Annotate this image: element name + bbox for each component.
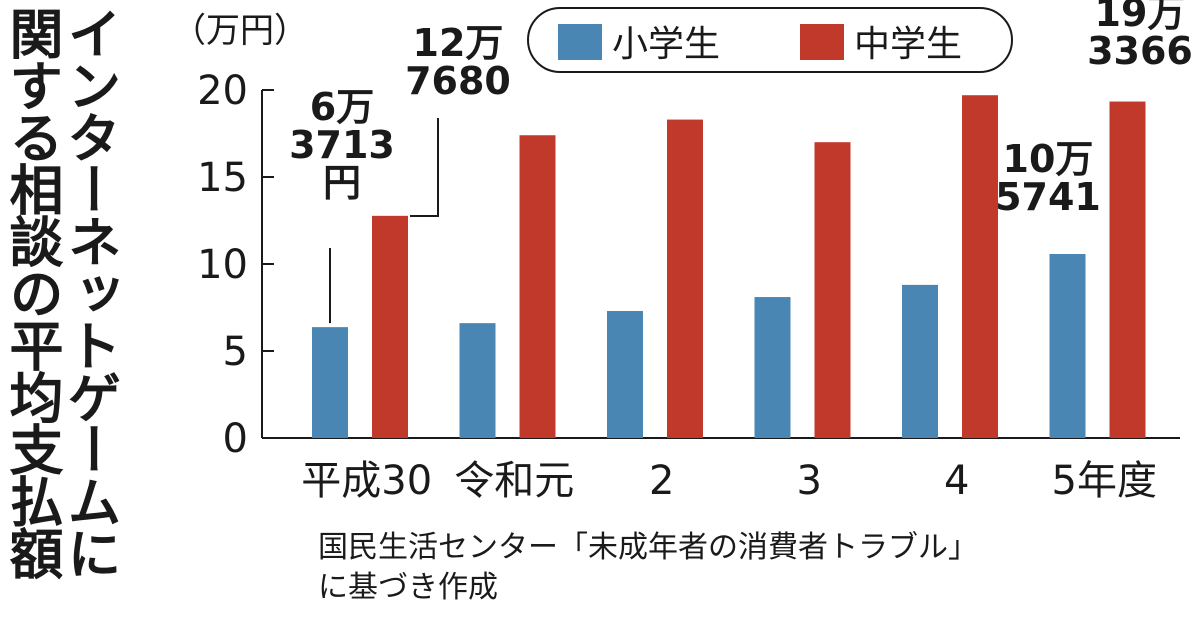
bar-junior-high [519,135,556,439]
bar-elementary [1049,254,1086,438]
bar-junior-high [372,215,408,438]
legend-label-junior-high: 中学生 [854,24,962,65]
chart-title-line2: 関する相談の平均支払額 [0,6,63,578]
bar-junior-high [667,119,703,438]
bar-elementary [459,323,496,438]
y-tick-label: 10 [197,242,248,288]
x-category-label: 令和元 [454,458,574,504]
y-tick-label: 0 [223,416,248,462]
data-label: 7680 [405,59,511,103]
bar-junior-high [962,95,998,438]
x-category-label: 2 [649,458,674,504]
data-label: 3366 [1087,29,1193,73]
y-tick-label: 20 [197,68,248,114]
y-axis-unit-label: （万円） [172,11,308,51]
source-note-line1: 国民生活センター「未成年者の消費者トラブル」 [318,530,978,565]
data-label-leader [410,118,439,217]
legend-label-elementary: 小学生 [612,24,720,65]
data-label: 19万 [1095,0,1186,35]
chart-title-line1: インターネットゲームに [58,6,121,578]
y-tick-label: 15 [197,155,248,201]
data-label: 12万 [413,21,504,65]
bar-junior-high [1109,101,1146,439]
source-note-line2: に基づき作成 [318,570,498,605]
bar-elementary [902,284,938,438]
data-label: 5741 [995,175,1101,219]
x-category-label: 3 [797,458,822,504]
bar-elementary [312,327,348,438]
data-label: 3713 [289,123,395,167]
legend-box [527,7,1013,73]
data-label: 6万 [310,85,374,129]
data-label: 円 [323,161,361,205]
x-category-label: 平成30 [301,458,432,504]
legend-swatch-elementary [558,24,602,60]
bar-elementary [754,297,791,438]
bar-elementary [607,310,643,438]
bar-junior-high [814,142,851,438]
x-category-label: 5年度 [1052,458,1157,504]
data-label: 10万 [1003,137,1094,181]
legend-swatch-junior-high [800,24,844,60]
x-category-label: 4 [944,458,969,504]
y-tick-label: 5 [223,329,248,375]
